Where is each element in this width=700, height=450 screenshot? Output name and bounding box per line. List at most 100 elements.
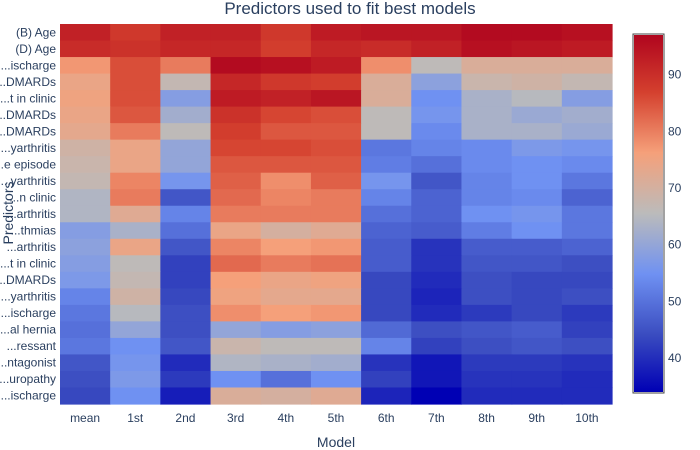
heatmap-cell [260, 255, 312, 273]
heatmap-cell [210, 189, 262, 207]
heatmap-cell [110, 139, 161, 157]
x-tick-label: 6th [378, 411, 395, 425]
y-tick-label: ...ntagonist [0, 356, 57, 370]
heatmap-cell [361, 370, 412, 389]
heatmap-cell [210, 57, 262, 75]
heatmap-cell [411, 90, 463, 108]
heatmap-cell [561, 172, 613, 190]
x-tick-label: 5th [328, 411, 345, 425]
heatmap-cell [461, 370, 513, 389]
heatmap-cell [210, 172, 262, 190]
heatmap-cell [160, 57, 212, 75]
x-tick-label: 4th [277, 411, 294, 425]
y-tick-label: ...arthritis [7, 240, 56, 254]
y-tick-label: ...DMARDs [0, 108, 56, 122]
y-tick-label: ...e episode [0, 157, 56, 171]
heatmap-cell [260, 337, 312, 356]
heatmap-cell [60, 57, 111, 75]
heatmap-cell [60, 90, 111, 108]
heatmap-cell [60, 205, 111, 223]
heatmap-cell [310, 123, 362, 141]
heatmap-cell [511, 106, 563, 124]
heatmap-cell [411, 370, 463, 389]
heatmap-cell [411, 304, 463, 322]
heatmap-cell [310, 304, 362, 322]
heatmap-cell [310, 321, 362, 339]
heatmap-cell [461, 337, 513, 356]
heatmap-cell [411, 172, 463, 190]
heatmap-cell [561, 354, 613, 372]
y-tick-label: ...yarthritis [1, 174, 56, 188]
heatmap-cell [361, 172, 412, 190]
chart-title: Predictors used to fit best models [224, 0, 475, 18]
heatmap-cell [110, 387, 161, 405]
heatmap-cell [361, 189, 412, 207]
y-tick-label: ...DMARDs [0, 75, 56, 89]
heatmap-cell [310, 172, 362, 190]
heatmap-cell [160, 40, 212, 58]
heatmap-cell [210, 40, 262, 58]
heatmap-cell [361, 139, 412, 157]
heatmap-cell [511, 172, 563, 190]
heatmap-cell [411, 337, 463, 356]
heatmap-cell [411, 106, 463, 124]
heatmap-cell [561, 73, 613, 91]
heatmap-cell [461, 387, 513, 405]
heatmap-cell [260, 238, 312, 256]
heatmap-cell [60, 238, 111, 256]
heatmap-cell [361, 387, 412, 405]
heatmap-cell [461, 139, 513, 157]
heatmap-cell [561, 222, 613, 240]
heatmap-cell [110, 57, 161, 75]
heatmap-cell [210, 288, 262, 306]
heatmap-cell [461, 40, 513, 58]
heatmap-cell [60, 337, 111, 356]
heatmap-cell [411, 321, 463, 339]
heatmap-cell [310, 337, 362, 356]
heatmap-cell [60, 73, 111, 91]
heatmap-cell [260, 172, 312, 190]
colorbar-tick-label: 50 [668, 294, 682, 308]
y-axis-title: Predictors [0, 181, 16, 244]
heatmap-cell [210, 255, 262, 273]
x-tick-label: 3rd [227, 411, 244, 425]
heatmap-cell [561, 40, 613, 58]
heatmap-cell [511, 288, 563, 306]
x-tick-label: 8th [478, 411, 495, 425]
y-tick-label: ...arthritis [7, 207, 56, 221]
heatmap-cell [461, 354, 513, 372]
heatmap-cell [110, 370, 161, 389]
heatmap-cell [210, 73, 262, 91]
heatmap-cell [561, 321, 613, 339]
y-tick-label: ...ressant [7, 339, 57, 353]
colorbar-gradient [634, 35, 663, 392]
heatmap-cell [310, 40, 362, 58]
heatmap-cell [210, 24, 262, 42]
heatmap-cell [561, 238, 613, 256]
heatmap-cell [260, 354, 312, 372]
heatmap-cell [260, 90, 312, 108]
colorbar-tick-labels: 40 50 60 70 80 90 [668, 68, 682, 365]
heatmap-cell [361, 90, 412, 108]
heatmap-cell [461, 321, 513, 339]
heatmap-cell [260, 288, 312, 306]
heatmap-cell [60, 288, 111, 306]
heatmap-cell [60, 370, 111, 389]
heatmap-cell [310, 370, 362, 389]
heatmap-cell [310, 288, 362, 306]
heatmap-cell [511, 24, 563, 42]
heatmap-cell [511, 255, 563, 273]
heatmap-cell [461, 304, 513, 322]
heatmap-cell [110, 222, 161, 240]
heatmap-cell [310, 24, 362, 42]
heatmap-cell [461, 189, 513, 207]
heatmap-cell [461, 271, 513, 289]
heatmap-cell [511, 271, 563, 289]
colorbar-tick-label: 90 [668, 68, 682, 82]
heatmap-cell [511, 337, 563, 356]
heatmap-cell [210, 238, 262, 256]
heatmap-cell [561, 57, 613, 75]
heatmap-cell [60, 123, 111, 141]
heatmap-cell [260, 222, 312, 240]
x-axis-title: Model [317, 434, 355, 450]
